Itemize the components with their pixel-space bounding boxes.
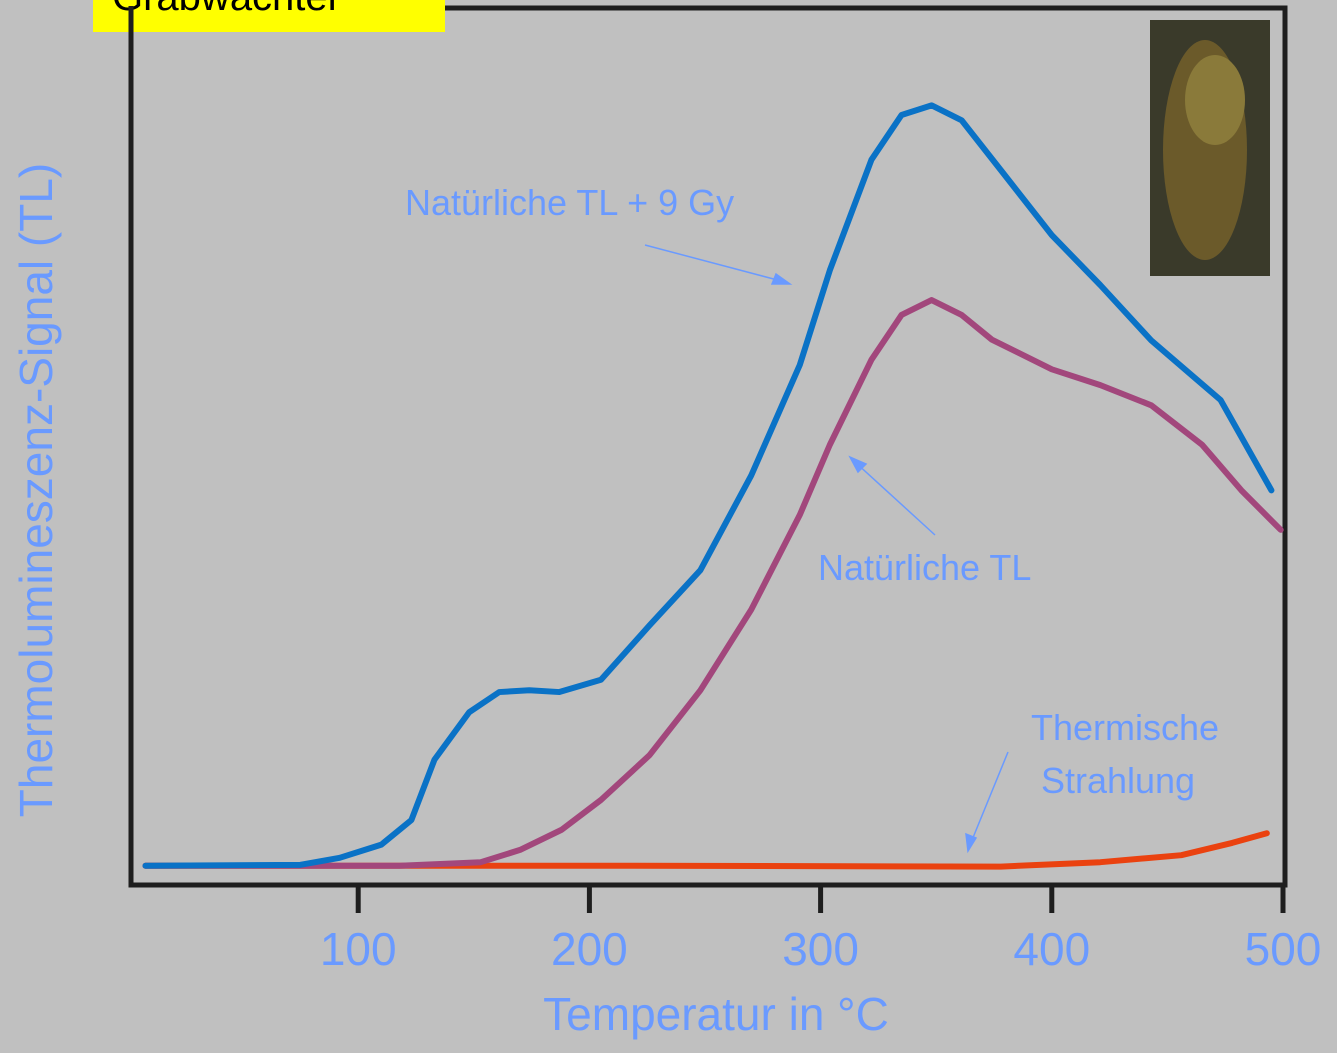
x-axis-label: Temperatur in °C	[543, 988, 889, 1040]
annotation: Thermische	[1031, 707, 1219, 748]
photo	[1150, 20, 1270, 276]
x-tick-label: 400	[1013, 923, 1090, 975]
x-tick-label: 200	[551, 923, 628, 975]
chart-title: Grabwächter	[112, 0, 341, 19]
photo-figure-head	[1185, 55, 1245, 145]
arrow	[644, 244, 786, 283]
arrow	[969, 751, 1009, 846]
line-series	[142, 297, 1284, 869]
x-tick-label: 100	[320, 923, 397, 975]
line-series	[142, 830, 1270, 870]
arrow-head	[848, 455, 868, 474]
arrow	[854, 461, 936, 536]
y-axis-label: Thermolumineszenz-Signal (TL)	[10, 163, 62, 817]
arrow-head	[965, 832, 978, 854]
line-series	[142, 102, 1275, 869]
annotation: Strahlung	[1041, 760, 1195, 801]
x-tick-label: 500	[1245, 923, 1322, 975]
annotation: Natürliche TL	[818, 547, 1031, 588]
arrows	[644, 244, 1009, 854]
x-tick-label: 300	[782, 923, 859, 975]
title-box	[93, 0, 445, 32]
arrow-head	[770, 272, 793, 285]
annotation: Natürliche TL + 9 Gy	[405, 182, 734, 223]
